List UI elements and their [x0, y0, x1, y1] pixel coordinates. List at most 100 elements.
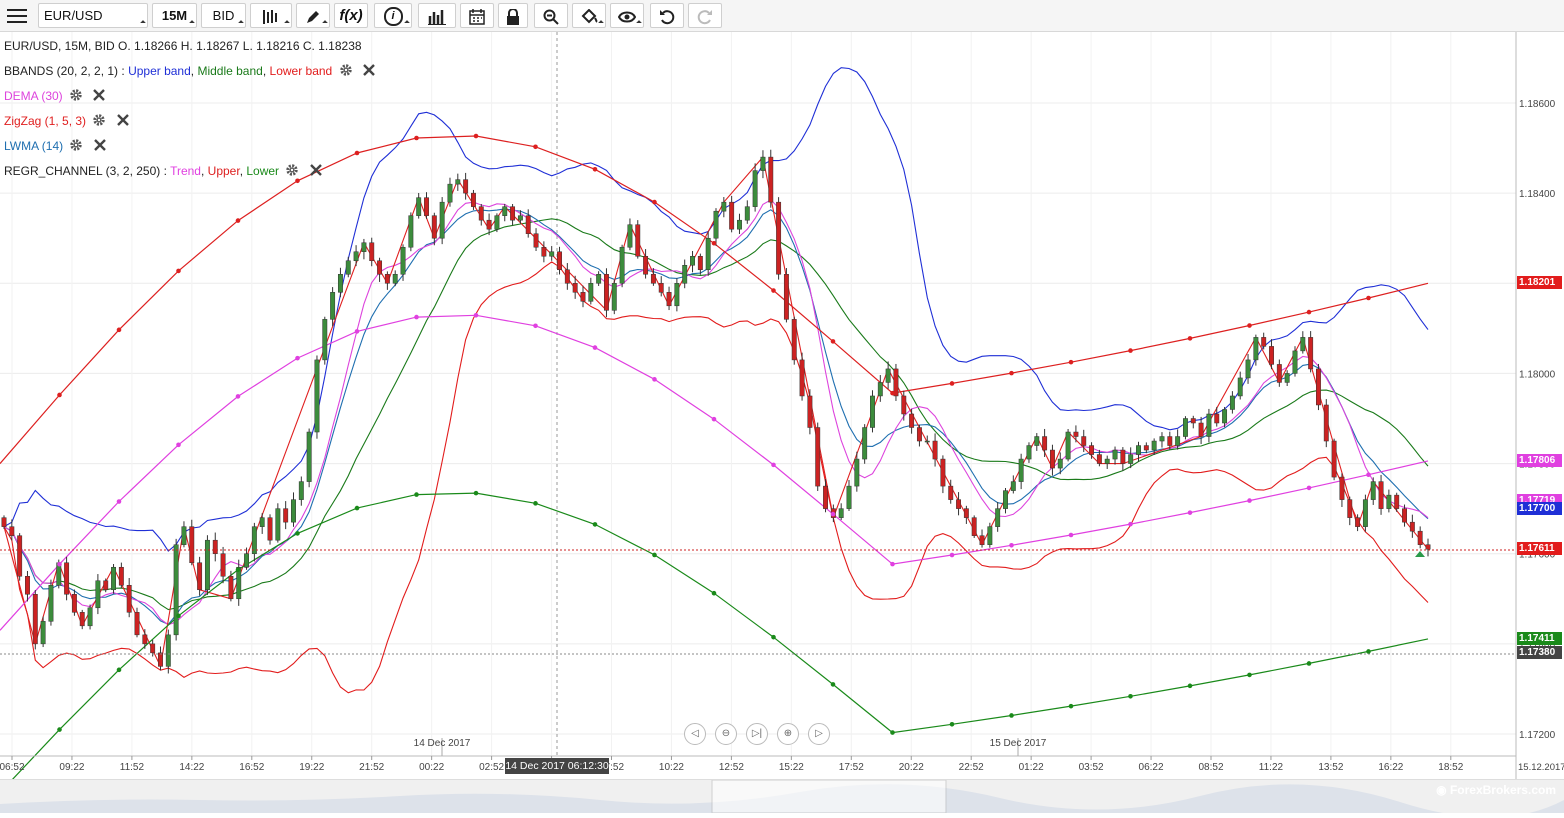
candle-body — [604, 274, 609, 311]
candle-body — [1081, 436, 1087, 446]
regr-trend-dot — [949, 552, 955, 558]
gear-icon[interactable] — [70, 139, 83, 151]
menu-icon[interactable] — [7, 9, 27, 23]
candle-body — [768, 156, 774, 203]
candle-body — [439, 201, 445, 239]
bar-chart-icon — [428, 9, 446, 25]
regr-lower-dot — [1187, 683, 1193, 689]
zoom-button[interactable] — [534, 3, 568, 28]
gear-icon[interactable] — [70, 89, 82, 101]
candle-body — [901, 395, 907, 415]
candle-body — [541, 246, 547, 257]
candle-body — [854, 458, 860, 487]
calendar-button[interactable] — [460, 3, 494, 28]
candle-body — [25, 576, 30, 595]
candle-body — [627, 224, 633, 248]
zoom-out-button[interactable]: ⊖ — [715, 723, 737, 745]
indicators-button[interactable]: f(x) — [334, 3, 368, 28]
candle-body — [1136, 445, 1141, 455]
candle-body — [1096, 454, 1102, 464]
candle-body — [48, 585, 54, 622]
candle-body — [611, 283, 617, 311]
candle-body — [862, 427, 868, 460]
close-icon[interactable] — [363, 64, 375, 76]
reset-icon: ▷| — [751, 728, 763, 739]
candle-body — [424, 197, 429, 216]
candle-body — [267, 517, 273, 541]
volume-button[interactable] — [418, 3, 456, 28]
navigator-scrollbar[interactable] — [0, 779, 1564, 818]
scroll-left-button[interactable]: ◁ — [684, 723, 706, 745]
candle-body — [9, 526, 15, 536]
redo-button[interactable] — [688, 3, 722, 28]
regr-upper-dot — [1247, 323, 1252, 328]
y-tick-label: 1.18600 — [1519, 99, 1556, 110]
regr-lower-dot — [890, 730, 895, 735]
visibility-button[interactable] — [610, 3, 644, 28]
style-button[interactable] — [572, 3, 606, 28]
candle-body — [744, 206, 750, 221]
close-icon[interactable] — [116, 114, 129, 126]
candle-body — [306, 431, 312, 482]
candle-body — [126, 585, 132, 613]
symbol-select[interactable]: EUR/USD — [38, 3, 148, 28]
date-label: 15 Dec 2017 — [990, 738, 1047, 749]
candle-body — [384, 274, 390, 284]
candle-body — [674, 283, 680, 307]
price-type-select[interactable]: BID — [201, 3, 246, 28]
draw-button[interactable] — [296, 3, 330, 28]
candle-body — [1198, 422, 1204, 437]
candle-body — [1073, 431, 1079, 437]
candle-body — [1222, 409, 1228, 424]
chart-type-button[interactable] — [250, 3, 292, 28]
candle-body — [17, 535, 23, 577]
close-icon[interactable] — [309, 164, 322, 176]
close-icon[interactable] — [93, 139, 106, 151]
candle-body — [729, 201, 735, 230]
regr-upper-dot — [1128, 348, 1133, 353]
dema-line — [3, 199, 1429, 626]
zoom-in-button[interactable]: ⊕ — [777, 723, 799, 745]
gear-icon[interactable] — [339, 64, 352, 76]
crosshair-time-label: 14 Dec 2017 06:12:30 — [505, 758, 609, 774]
candle-body — [760, 156, 766, 171]
candle-body — [1065, 431, 1071, 460]
candle-body — [783, 274, 789, 320]
candle-body — [1300, 337, 1306, 352]
regr-upper-dot — [533, 144, 538, 150]
candle-body — [1276, 364, 1282, 383]
candle-body — [564, 269, 570, 284]
gear-icon[interactable] — [93, 114, 106, 126]
lock-button[interactable] — [498, 3, 528, 28]
candle-body — [165, 634, 171, 667]
price-chart[interactable]: 1.186001.184001.182001.180001.178001.176… — [0, 0, 1564, 779]
x-tick-label: 22:52 — [959, 762, 984, 773]
x-tick-label: 14:22 — [179, 762, 204, 773]
candle-body — [1183, 418, 1188, 437]
regr-upper-dot — [890, 390, 895, 396]
candle-body — [369, 242, 375, 262]
regr-trend-dot — [711, 416, 717, 422]
gear-icon[interactable] — [286, 164, 299, 176]
reset-view-button[interactable]: ▷| — [746, 723, 768, 745]
candle-body — [815, 427, 821, 487]
info-button[interactable]: i — [374, 3, 412, 28]
candle-body — [1175, 436, 1181, 446]
info-icon: i — [383, 7, 403, 27]
undo-button[interactable] — [650, 3, 684, 28]
regr-upper-dot — [116, 327, 122, 333]
regr-lower-dot — [116, 667, 122, 673]
scroll-right-button[interactable]: ▷ — [808, 723, 830, 745]
timeframe-select[interactable]: 15M — [152, 3, 197, 28]
x-tick-label: 02:52 — [479, 762, 504, 773]
candle-body — [963, 508, 969, 518]
close-icon[interactable] — [93, 89, 106, 101]
candle-body — [713, 210, 719, 239]
x-tick-label: 00:22 — [419, 762, 444, 773]
regr-lower-line — [12, 492, 1429, 779]
price-label: 1.18201 — [1517, 276, 1562, 290]
candle-body — [619, 246, 625, 284]
candle-body — [924, 440, 930, 443]
regr-trend-dot — [830, 511, 836, 517]
candle-body — [885, 368, 891, 383]
